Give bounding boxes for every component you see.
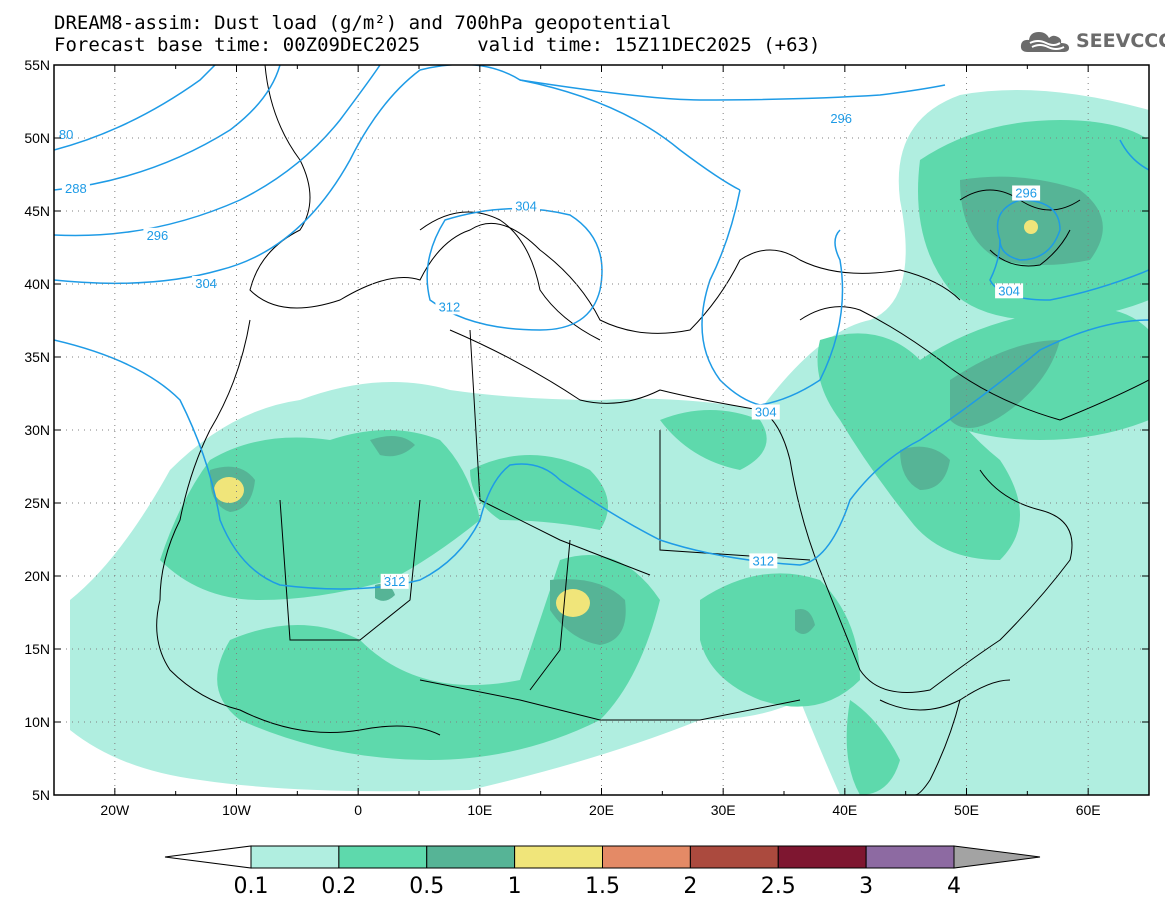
contour-label-bg — [435, 299, 464, 315]
dust-level-0.1 — [70, 90, 1149, 795]
y-tick-label: 15N — [24, 641, 50, 657]
contour-label: 304 — [195, 276, 217, 291]
y-tick-label: 30N — [24, 422, 50, 438]
y-tick-label: 25N — [24, 495, 50, 511]
seevccc-logo: SEEVCCC — [1018, 26, 1165, 56]
map-title-line2: Forecast base time: 00Z09DEC2025 valid t… — [54, 34, 821, 56]
contour-labels: 80 288 296 304 312 304 304 312 312 296 296 304 — [56, 111, 1041, 589]
x-tick-label: 20E — [589, 802, 614, 818]
colorbar-label: 0.1 — [234, 874, 269, 899]
y-axis: 5N 10N 15N 20N 25N 30N 35N 40N 45N 50N 55N — [24, 57, 1149, 803]
contour-label-bg — [751, 404, 780, 420]
y-tick-label: 55N — [24, 57, 50, 73]
dust-field — [70, 90, 1149, 795]
contour-label: 296 — [147, 228, 169, 243]
colorbar-label: 4 — [947, 874, 961, 899]
x-tick-label: 60E — [1076, 802, 1101, 818]
colorbar-label: 1.5 — [585, 874, 620, 899]
x-tick-label: 10W — [222, 802, 252, 818]
y-tick-label: 50N — [24, 130, 50, 146]
contour-label-bg — [192, 276, 221, 291]
contour-label: 296 — [1015, 185, 1037, 200]
contour-label-bg — [1012, 185, 1041, 201]
contour-label: 304 — [998, 283, 1020, 298]
contour-label-bg — [56, 127, 77, 143]
colorbar-label: 0.2 — [321, 874, 356, 899]
colorbar-box-3 — [514, 845, 603, 869]
colorbar-box-0 — [250, 845, 340, 869]
contour-label: 312 — [752, 553, 774, 568]
contour-label-bg — [827, 111, 856, 127]
contour-label: 312 — [384, 574, 406, 589]
x-tick-label: 10E — [467, 802, 492, 818]
coastlines — [156, 65, 1149, 795]
contour-label: 304 — [515, 199, 537, 214]
contour-label: 312 — [439, 299, 461, 314]
colorbar-label: 2 — [683, 874, 697, 899]
y-tick-label: 40N — [24, 276, 50, 292]
contour-label-bg — [749, 553, 778, 569]
contour-label-bg — [143, 227, 172, 243]
contour-label: 288 — [65, 181, 87, 196]
colorbar-box-2 — [426, 845, 516, 869]
x-tick-label: 50E — [954, 802, 979, 818]
colorbar-box-7 — [865, 845, 955, 869]
colorbar-over-triangle — [953, 845, 1041, 869]
x-tick-label: 20W — [100, 802, 130, 818]
colorbar-box-1 — [338, 845, 428, 869]
x-tick-label: 40E — [832, 802, 857, 818]
colorbar-box-5 — [689, 845, 779, 869]
contour-label: 304 — [755, 404, 777, 419]
y-tick-label: 35N — [24, 349, 50, 365]
colorbar-box-6 — [777, 845, 867, 869]
colorbar-label: 0.5 — [409, 874, 444, 899]
contour-label-bg — [380, 573, 409, 589]
colorbar: 0.1 0.2 0.5 1 1.5 2 2.5 3 4 — [164, 845, 1041, 899]
geopotential-contours — [54, 65, 1149, 590]
colorbar-label: 2.5 — [761, 874, 796, 899]
colorbar-box-4 — [602, 845, 691, 869]
y-tick-label: 10N — [24, 714, 50, 730]
map-title-line1: DREAM8-assim: Dust load (g/m²) and 700hP… — [54, 12, 672, 34]
x-tick-label: 30E — [711, 802, 736, 818]
contour-label: 296 — [830, 111, 852, 126]
colorbar-label: 1 — [508, 874, 522, 899]
contour-label-bg — [61, 181, 90, 197]
y-tick-label: 45N — [24, 203, 50, 219]
cloud-icon — [1020, 32, 1069, 52]
colorbar-label: 3 — [859, 874, 873, 899]
x-tick-label: 0 — [354, 802, 362, 818]
x-axis: 20W 10W 0 10E 20E 30E 40E 50E 60E — [53, 65, 1150, 818]
contour-label: 80 — [59, 127, 73, 142]
y-tick-label: 5N — [32, 787, 50, 803]
contour-label-bg — [995, 283, 1024, 299]
colorbar-under-triangle — [164, 845, 252, 869]
logo-text: SEEVCCC — [1076, 30, 1165, 52]
y-tick-label: 20N — [24, 568, 50, 584]
contour-label-bg — [512, 198, 541, 214]
dust-level-1 — [214, 220, 1038, 617]
